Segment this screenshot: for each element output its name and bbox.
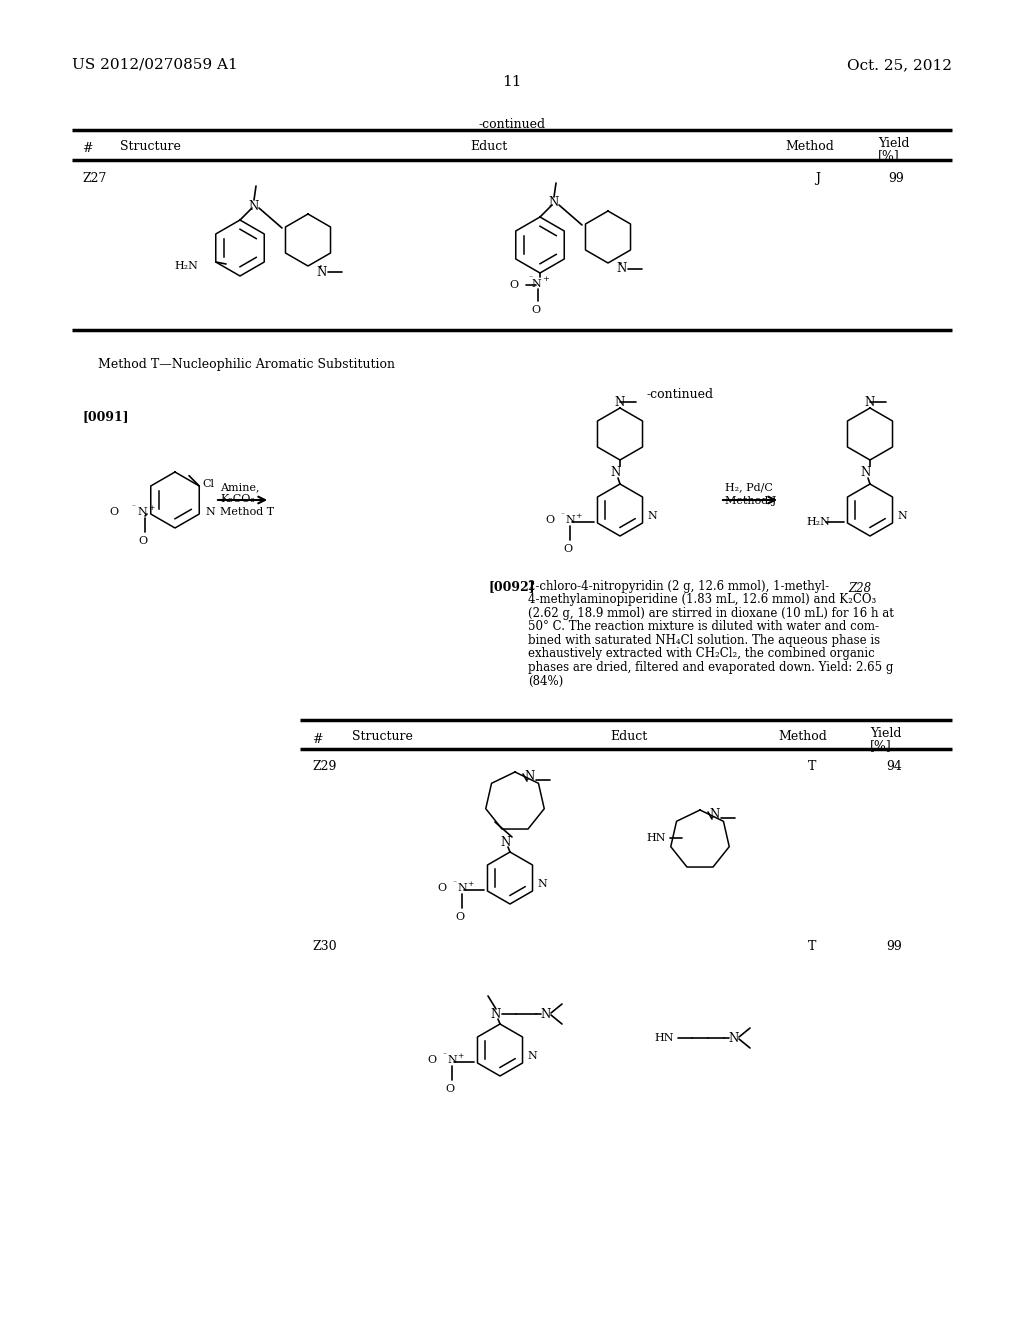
Text: ⁻: ⁻ <box>452 880 456 888</box>
Text: 2-chloro-4-nitropyridin (2 g, 12.6 mmol), 1-methyl-: 2-chloro-4-nitropyridin (2 g, 12.6 mmol)… <box>528 579 829 593</box>
Text: N: N <box>527 1051 537 1061</box>
Text: 50° C. The reaction mixture is diluted with water and com-: 50° C. The reaction mixture is diluted w… <box>528 620 879 634</box>
Text: K₂CO₃: K₂CO₃ <box>220 494 255 504</box>
Text: (2.62 g, 18.9 mmol) are stirred in dioxane (10 mL) for 16 h at: (2.62 g, 18.9 mmol) are stirred in dioxa… <box>528 607 894 620</box>
Text: J: J <box>815 172 820 185</box>
Text: 99: 99 <box>886 940 902 953</box>
Text: Amine,: Amine, <box>220 482 259 492</box>
Text: N: N <box>865 396 876 408</box>
Text: Educt: Educt <box>610 730 647 743</box>
Text: Educt: Educt <box>470 140 507 153</box>
Text: +: + <box>543 275 550 282</box>
Text: #: # <box>312 733 323 746</box>
Text: HN: HN <box>654 1034 674 1043</box>
Text: T: T <box>808 760 816 774</box>
Text: 94: 94 <box>886 760 902 774</box>
Text: O: O <box>563 544 572 554</box>
Text: Z30: Z30 <box>312 940 337 953</box>
Text: N: N <box>205 507 215 517</box>
Text: O: O <box>531 305 541 315</box>
Text: #: # <box>82 143 92 154</box>
Text: Yield: Yield <box>878 137 909 150</box>
Text: Z27: Z27 <box>82 172 106 185</box>
Text: [%]: [%] <box>878 149 900 162</box>
Text: O: O <box>110 507 119 517</box>
Text: -continued: -continued <box>646 388 714 401</box>
Text: Method T: Method T <box>220 507 274 517</box>
Text: N: N <box>897 511 906 521</box>
Text: N: N <box>501 836 511 849</box>
Text: N: N <box>614 396 625 408</box>
Text: Method: Method <box>785 140 834 153</box>
Text: N: N <box>249 199 259 213</box>
Text: O: O <box>437 883 446 894</box>
Text: 11: 11 <box>502 75 522 88</box>
Text: H₂, Pd/C: H₂, Pd/C <box>725 482 773 492</box>
Text: N: N <box>549 197 559 210</box>
Text: N: N <box>525 770 536 783</box>
Text: Yield: Yield <box>870 727 901 741</box>
Text: Method J: Method J <box>725 496 776 506</box>
Text: +: + <box>467 880 473 888</box>
Text: N: N <box>647 511 656 521</box>
Text: phases are dried, filtered and evaporated down. Yield: 2.65 g: phases are dried, filtered and evaporate… <box>528 661 893 675</box>
Text: [0092]: [0092] <box>488 579 535 593</box>
Text: O: O <box>509 280 518 290</box>
Text: O: O <box>545 515 554 525</box>
Text: N: N <box>729 1031 739 1044</box>
Text: ⁻: ⁻ <box>442 1052 446 1060</box>
Text: N: N <box>447 1055 457 1065</box>
Text: US 2012/0270859 A1: US 2012/0270859 A1 <box>72 58 238 73</box>
Text: H₂N: H₂N <box>806 517 829 527</box>
Text: exhaustively extracted with CH₂Cl₂, the combined organic: exhaustively extracted with CH₂Cl₂, the … <box>528 648 874 660</box>
Text: N: N <box>616 263 627 276</box>
Text: O: O <box>456 912 465 921</box>
Text: N: N <box>861 466 871 479</box>
Text: N: N <box>316 265 327 279</box>
Text: +: + <box>147 504 155 512</box>
Text: N: N <box>137 507 146 517</box>
Text: [%]: [%] <box>870 739 892 752</box>
Text: N: N <box>541 1007 551 1020</box>
Text: Method: Method <box>778 730 826 743</box>
Text: ⁻: ⁻ <box>560 512 564 520</box>
Text: Structure: Structure <box>352 730 413 743</box>
Text: N: N <box>531 279 541 289</box>
Text: O: O <box>445 1084 455 1094</box>
Text: N: N <box>565 515 574 525</box>
Text: [0091]: [0091] <box>82 411 129 422</box>
Text: N: N <box>611 466 622 479</box>
Text: N: N <box>537 879 547 888</box>
Text: 4-methylaminopiperidine (1.83 mL, 12.6 mmol) and K₂CO₃: 4-methylaminopiperidine (1.83 mL, 12.6 m… <box>528 594 877 606</box>
Text: +: + <box>457 1052 463 1060</box>
Text: N: N <box>457 883 467 894</box>
Text: Z29: Z29 <box>312 760 336 774</box>
Text: O: O <box>427 1055 436 1065</box>
Text: bined with saturated NH₄Cl solution. The aqueous phase is: bined with saturated NH₄Cl solution. The… <box>528 634 880 647</box>
Text: -continued: -continued <box>478 117 546 131</box>
Text: ⁻: ⁻ <box>131 504 135 512</box>
Text: Structure: Structure <box>120 140 181 153</box>
Text: Method T—Nucleophilic Aromatic Substitution: Method T—Nucleophilic Aromatic Substitut… <box>98 358 395 371</box>
Text: H₂N: H₂N <box>174 261 198 271</box>
Text: (84%): (84%) <box>528 675 563 688</box>
Text: O: O <box>138 536 147 546</box>
Text: Oct. 25, 2012: Oct. 25, 2012 <box>847 58 952 73</box>
Text: Cl: Cl <box>203 479 214 488</box>
Text: 99: 99 <box>888 172 904 185</box>
Text: +: + <box>574 512 582 520</box>
Text: T: T <box>808 940 816 953</box>
Text: Z28: Z28 <box>849 582 871 595</box>
Text: ⁻: ⁻ <box>528 275 534 282</box>
Text: HN: HN <box>646 833 666 843</box>
Text: N: N <box>710 808 720 821</box>
Text: N: N <box>490 1007 501 1020</box>
